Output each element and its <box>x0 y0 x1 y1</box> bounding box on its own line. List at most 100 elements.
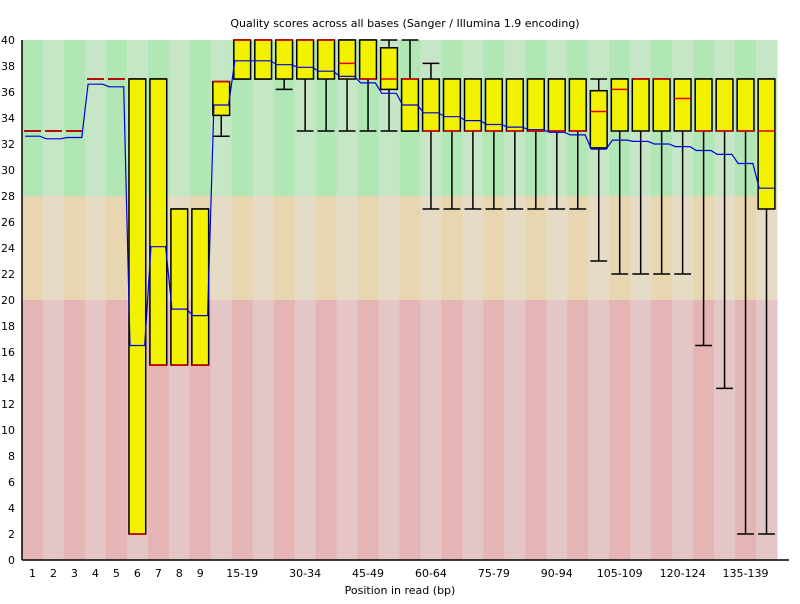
iqr-box <box>673 78 692 132</box>
zone-stripe <box>189 40 212 196</box>
iqr-box <box>526 78 545 132</box>
y-tick-label: 12 <box>1 398 15 411</box>
iqr-box <box>170 208 189 366</box>
iqr-box <box>337 39 357 80</box>
box-7 <box>149 78 168 366</box>
box-6 <box>128 78 147 535</box>
x-axis-label: Position in read (bp) <box>345 584 456 597</box>
iqr-box <box>379 47 399 91</box>
y-tick-label: 2 <box>8 528 15 541</box>
zone-stripe <box>651 300 673 560</box>
iqr-box <box>547 78 566 132</box>
y-tick-label: 6 <box>8 476 15 489</box>
box-15-19 <box>233 39 252 80</box>
y-tick-label: 16 <box>1 346 15 359</box>
zone-stripe <box>588 300 610 560</box>
zone-stripe <box>567 196 589 300</box>
box-35-39 <box>316 39 336 132</box>
zone-stripe <box>315 300 338 560</box>
y-tick-label: 8 <box>8 450 15 463</box>
y-tick-label: 10 <box>1 424 15 437</box>
zone-stripe <box>42 40 65 196</box>
x-tick-label: 15-19 <box>226 567 258 580</box>
iqr-box <box>421 78 441 132</box>
y-tick-label: 40 <box>1 34 15 47</box>
box-80-84 <box>505 78 524 210</box>
zone-stripe <box>105 300 128 560</box>
box-135-139 <box>736 78 755 535</box>
zone-stripe <box>84 40 107 196</box>
x-tick-label: 7 <box>155 567 162 580</box>
zone-stripe <box>504 196 526 300</box>
zone-stripe <box>273 300 296 560</box>
iqr-box <box>505 78 524 132</box>
box-110-114 <box>631 78 650 275</box>
box-25-29 <box>275 39 294 91</box>
box-20-24 <box>254 39 273 80</box>
box-130-134 <box>715 78 734 390</box>
zone-stripe <box>22 40 44 196</box>
chart-title: Quality scores across all bases (Sanger … <box>230 17 579 30</box>
zone-stripe <box>210 196 233 300</box>
box-65-69 <box>442 78 462 210</box>
zone-stripe <box>441 196 463 300</box>
zone-stripe <box>420 300 442 560</box>
zone-stripe <box>357 196 380 300</box>
zone-stripe <box>210 300 233 560</box>
iqr-box <box>275 39 294 80</box>
zone-stripe <box>357 300 380 560</box>
zone-stripe <box>420 196 442 300</box>
zone-stripe <box>63 300 86 560</box>
zone-stripe <box>22 300 44 560</box>
box-100-104 <box>589 78 608 262</box>
zone-stripe <box>63 40 86 196</box>
box-85-89 <box>526 78 545 210</box>
box-95-99 <box>568 78 587 210</box>
iqr-box <box>463 78 483 132</box>
zone-stripe <box>231 300 254 560</box>
x-tick-label: 105-109 <box>597 567 643 580</box>
zone-stripe <box>294 196 317 300</box>
y-tick-label: 26 <box>1 216 15 229</box>
y-tick-label: 36 <box>1 86 15 99</box>
y-tick-label: 4 <box>8 502 15 515</box>
zone-stripe <box>462 300 484 560</box>
y-tick-label: 24 <box>1 242 15 255</box>
y-tick-label: 28 <box>1 190 15 203</box>
y-tick-label: 30 <box>1 164 15 177</box>
box-40-44 <box>337 39 357 132</box>
x-tick-label: 6 <box>134 567 141 580</box>
zone-stripe <box>399 196 421 300</box>
box-10-14 <box>212 80 231 137</box>
mean-line <box>25 60 774 347</box>
iqr-box <box>484 78 504 132</box>
zone-stripe <box>252 300 275 560</box>
x-tick-label: 60-64 <box>415 567 447 580</box>
iqr-box <box>610 78 629 132</box>
x-tick-label: 9 <box>197 567 204 580</box>
iqr-box <box>233 39 252 80</box>
iqr-box <box>149 78 168 366</box>
x-tick-label: 2 <box>50 567 57 580</box>
iqr-box <box>652 78 671 132</box>
zone-stripe <box>399 300 421 560</box>
zone-stripe <box>42 300 65 560</box>
y-tick-label: 18 <box>1 320 15 333</box>
box-90-94 <box>547 78 566 210</box>
x-tick-label: 3 <box>71 567 78 580</box>
box-30-34 <box>295 39 315 132</box>
iqr-box <box>694 78 713 132</box>
zone-stripe <box>567 300 589 560</box>
zone-stripe <box>315 196 338 300</box>
y-tick-label: 38 <box>1 60 15 73</box>
iqr-box <box>191 208 210 366</box>
zone-stripe <box>63 196 86 300</box>
x-tick-label: 1 <box>29 567 36 580</box>
iqr-box <box>316 39 336 80</box>
iqr-box <box>715 78 734 132</box>
iqr-box <box>568 78 587 132</box>
box-45-49 <box>358 39 378 132</box>
zone-stripe <box>441 300 463 560</box>
